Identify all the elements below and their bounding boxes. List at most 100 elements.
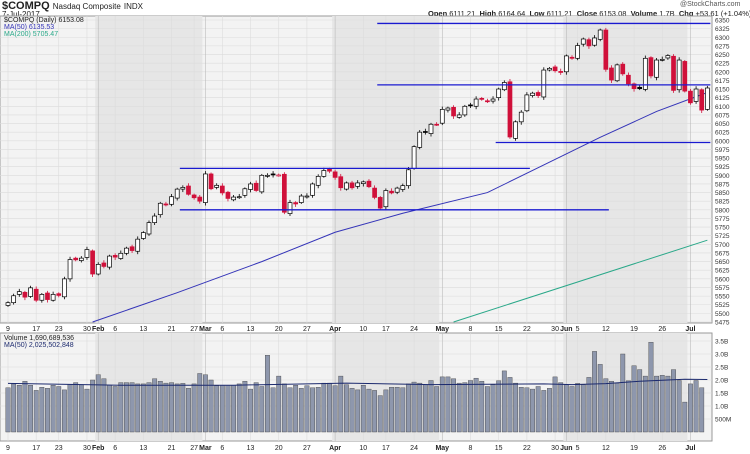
volume-bar (33, 390, 39, 433)
candle-body (535, 92, 541, 96)
candle-body (580, 38, 586, 45)
chart-title: $COMPQ Nasdaq Composite INDX (2, 0, 143, 12)
volume-bar (208, 379, 214, 433)
candle-body (265, 174, 270, 177)
candle-body (592, 37, 597, 46)
volume-bar (642, 375, 648, 433)
candle-body (197, 196, 203, 202)
volume-bar (45, 388, 50, 433)
candle-body (597, 29, 603, 40)
volume-x-tick-label: 24 (410, 445, 418, 452)
candle-body (62, 278, 67, 298)
candle-body (389, 190, 394, 194)
candle-body (428, 123, 434, 134)
candle-body (507, 81, 513, 138)
volume-x-tick-label: 17 (32, 445, 40, 452)
volume-bar (575, 383, 581, 433)
candle-body (620, 63, 626, 75)
candle-body (16, 291, 22, 295)
volume-x-tick-label: 5 (576, 445, 580, 452)
volume-bar (95, 374, 101, 433)
y-tick-label: 6225 (715, 61, 730, 68)
volume-bar (682, 401, 688, 433)
volume-x-tick-label: 6 (113, 445, 117, 452)
x-tick-label: Apr (329, 326, 341, 333)
volume-bar (259, 386, 265, 433)
candle-body (11, 295, 16, 304)
y-tick-label: 5625 (715, 268, 730, 275)
candle-body (208, 173, 214, 190)
candle-body (609, 67, 614, 81)
candle-body (631, 83, 637, 90)
candle-body (575, 45, 580, 59)
volume-bar (372, 390, 377, 433)
candle-body (236, 196, 242, 199)
volume-bar (73, 382, 79, 433)
low-label: Low (529, 9, 545, 18)
x-tick-label: Feb (92, 326, 104, 333)
open-value: 6111.21 (449, 9, 476, 18)
volume-bar (242, 381, 248, 433)
volume-bar (186, 388, 191, 433)
candle-body (366, 180, 372, 188)
symbol: $COMPQ (2, 0, 50, 12)
candle-body (124, 247, 129, 254)
y-tick-label: 5975 (715, 147, 730, 154)
volume-bar (265, 355, 270, 433)
volume-bar (603, 378, 609, 433)
volume-bar (321, 382, 327, 433)
volume-bar (248, 388, 253, 433)
candle-body (524, 94, 530, 112)
candle-body (383, 190, 389, 208)
volume-bar (231, 385, 236, 433)
exchange: INDX (123, 2, 143, 11)
volume-bar (671, 369, 676, 433)
x-tick-label: 20 (275, 326, 283, 333)
month-shade (332, 333, 440, 441)
candle-body (693, 88, 699, 102)
volume-y-tick-label: 3.0B (715, 352, 728, 359)
volume-bar (50, 385, 56, 433)
candle-body (321, 170, 327, 177)
x-tick-label: 24 (410, 326, 418, 333)
legend-volume-ma: MA(50) 2,025,502,848 (4, 342, 74, 349)
candle-body (157, 202, 163, 216)
candle-body (118, 252, 124, 259)
y-tick-label: 5725 (715, 233, 730, 240)
volume-x-tick-label: 9 (6, 445, 10, 452)
volume-bar (140, 383, 146, 433)
volume-bar (462, 382, 468, 433)
volume-bar (332, 385, 338, 433)
y-tick-label: 5700 (715, 242, 730, 249)
volume-bar (281, 383, 287, 433)
volume-bar (124, 382, 129, 433)
candle-body (637, 86, 643, 90)
y-tick-label: 5825 (715, 199, 730, 206)
volume-bar (422, 384, 428, 433)
candle-body (400, 185, 406, 190)
x-tick-label: 12 (602, 326, 610, 333)
volume-bar (5, 387, 11, 433)
volume-bar (580, 384, 586, 433)
x-tick-label: 21 (168, 326, 176, 333)
volume-bar (563, 384, 569, 433)
candle-body (377, 197, 383, 209)
volume-bar (614, 382, 620, 433)
volume-y-tick-label: 1.5B (715, 391, 728, 398)
volume-bar (28, 385, 33, 433)
volume-bar (485, 386, 490, 433)
candle-body (586, 39, 592, 47)
month-shade (563, 16, 688, 323)
y-tick-label: 5550 (715, 294, 730, 301)
y-tick-label: 6075 (715, 112, 730, 119)
candle-body (33, 288, 39, 301)
volume-bar (490, 384, 496, 433)
legend-price: $COMPQ (Daily) 6153.08 (4, 17, 84, 24)
y-tick-label: 5950 (715, 156, 730, 163)
volume-x-tick-label: 13 (247, 445, 255, 452)
candle-body (682, 61, 688, 92)
candle-body (101, 262, 107, 267)
candle-body (501, 82, 507, 91)
candle-body (406, 169, 411, 187)
x-tick-label: 13 (139, 326, 147, 333)
